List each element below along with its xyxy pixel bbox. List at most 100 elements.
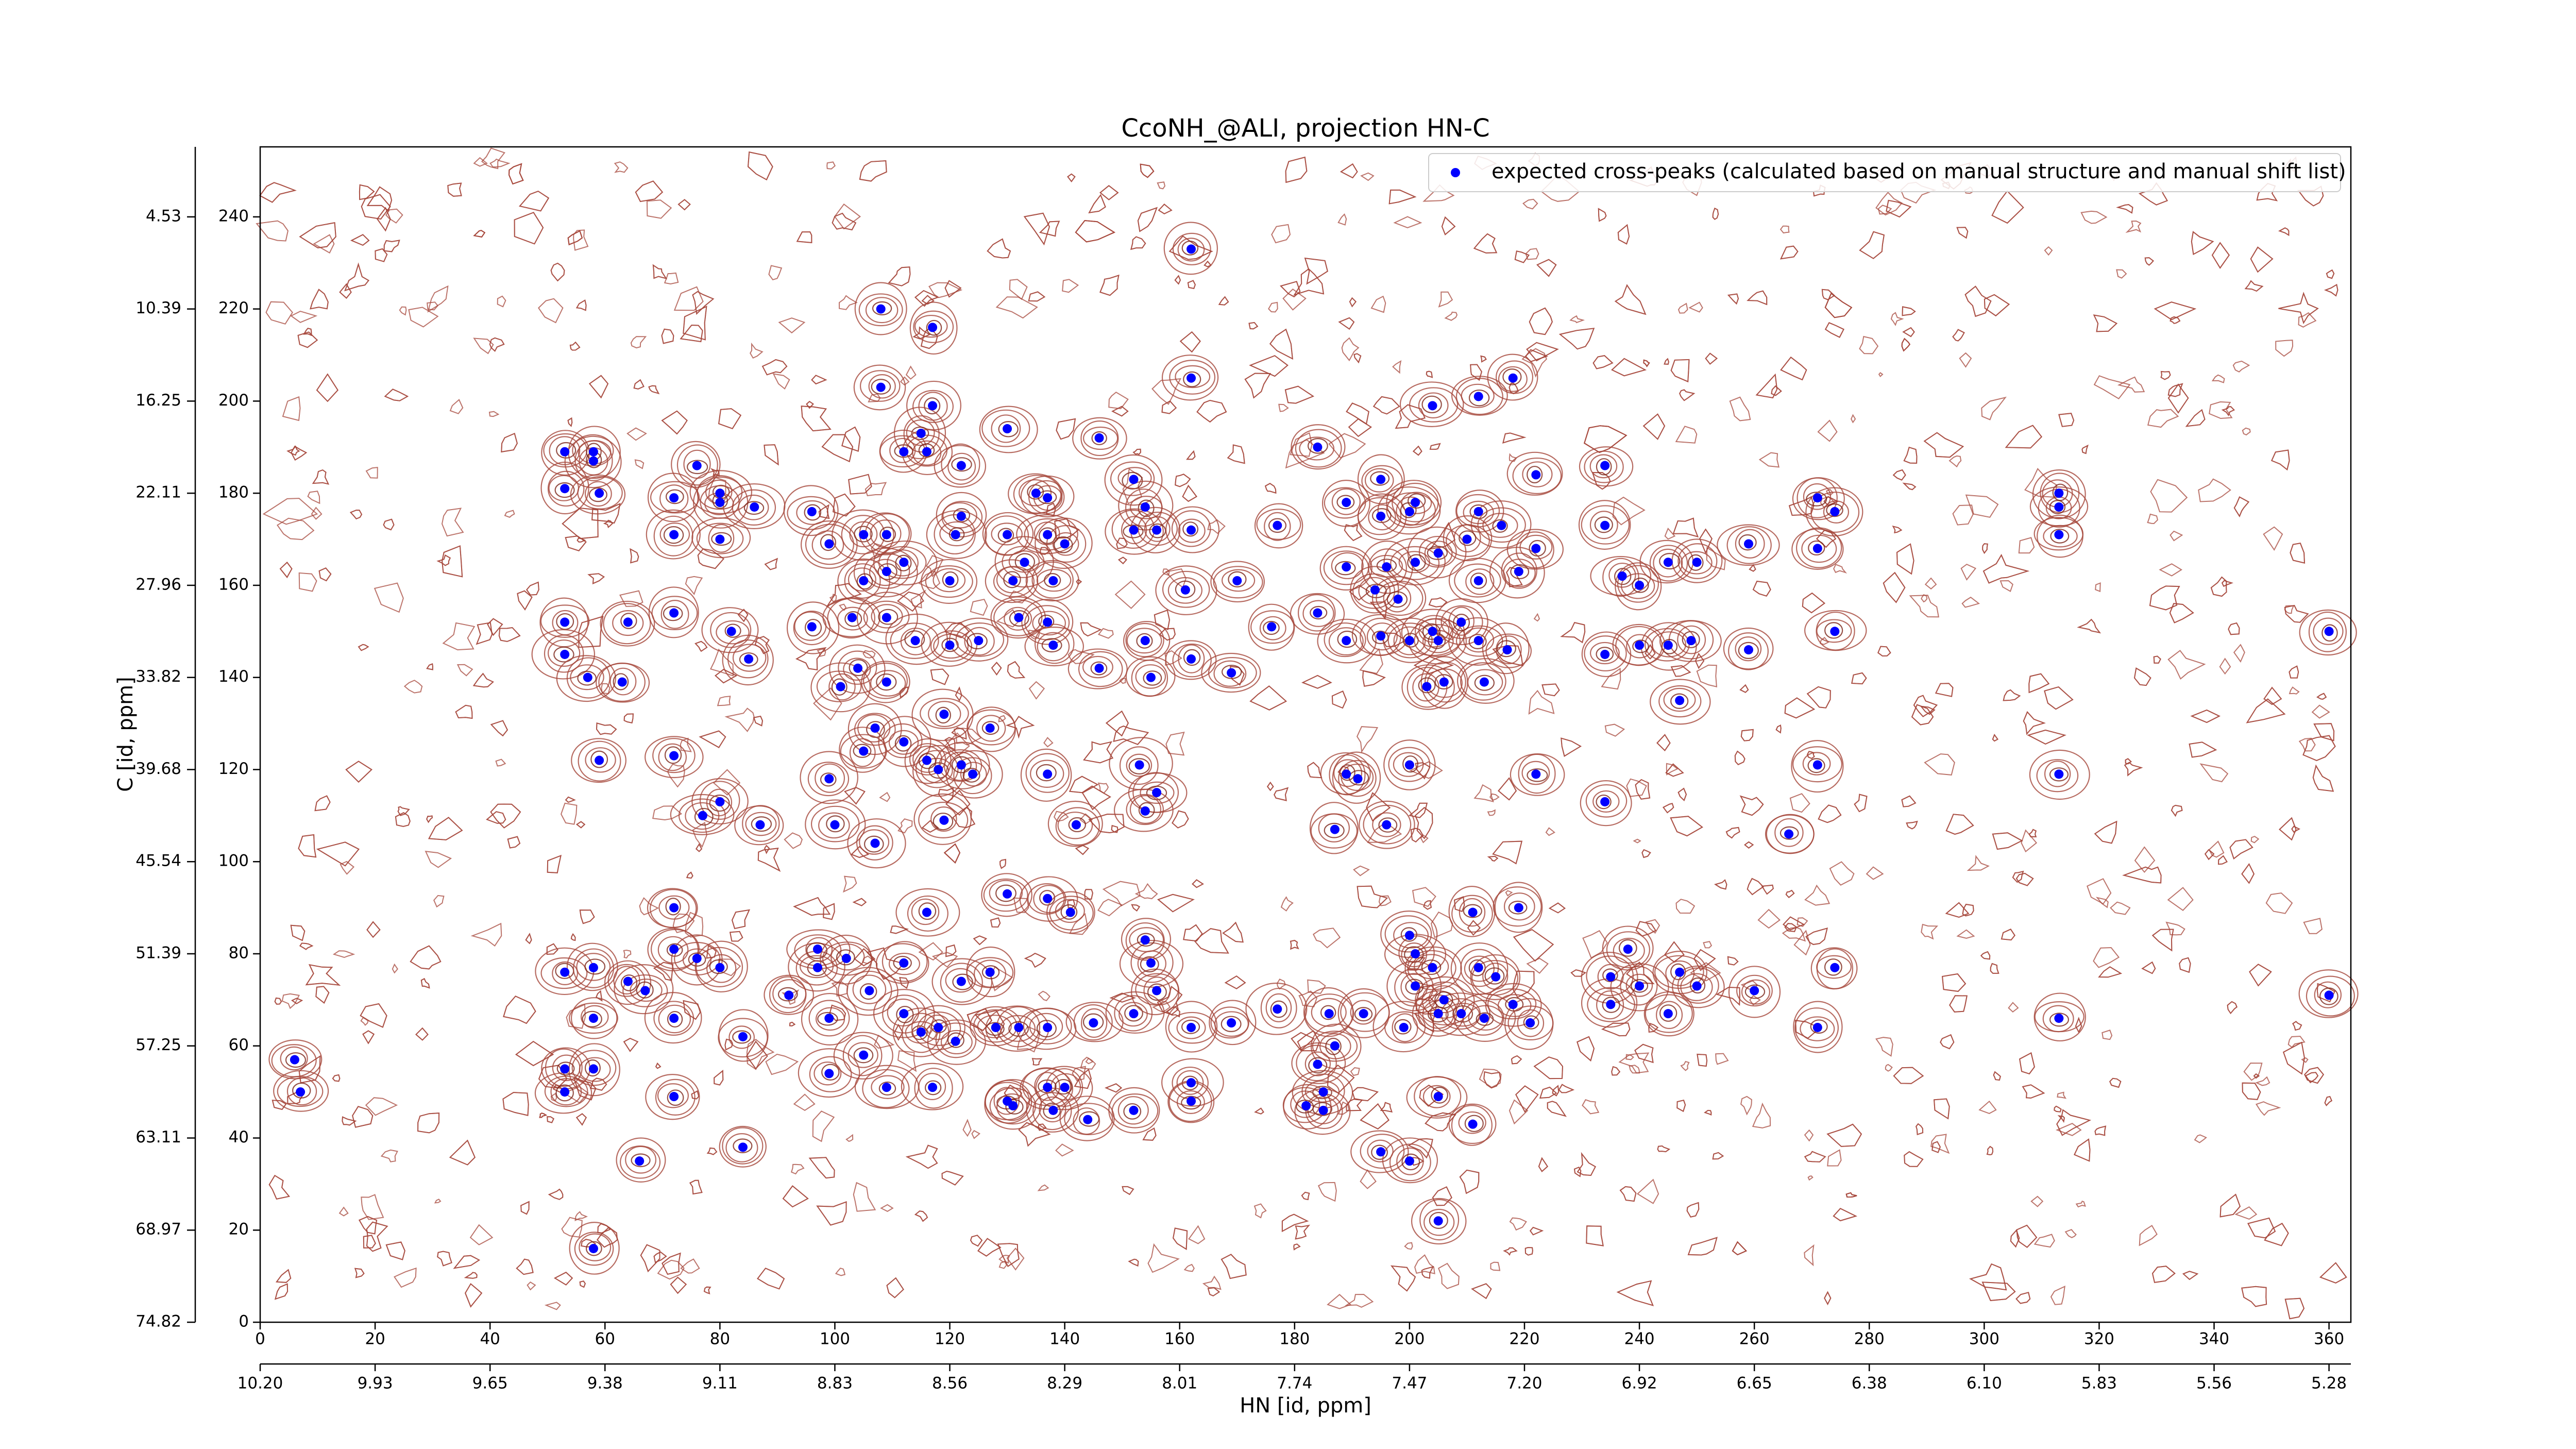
noise-contour xyxy=(1981,396,2007,420)
peak-contour xyxy=(1803,483,1832,510)
peak-contour xyxy=(918,443,935,458)
cross-peak xyxy=(882,1083,891,1092)
peak-contour xyxy=(1368,504,1396,531)
cross-peak xyxy=(1812,493,1822,503)
cross-peak xyxy=(560,1087,570,1097)
noise-contour xyxy=(2054,1105,2062,1113)
peak-contour xyxy=(945,968,976,993)
peak-contour xyxy=(984,1079,1042,1130)
peak-contour xyxy=(989,880,1023,906)
noise-contour xyxy=(1182,484,1197,502)
noise-contour xyxy=(784,832,803,849)
noise-contour xyxy=(1196,399,1227,423)
cross-peak xyxy=(836,682,845,692)
noise-contour xyxy=(1980,951,1991,960)
noise-contour xyxy=(1069,776,1099,794)
peak-contour xyxy=(1113,788,1174,832)
peak-contour xyxy=(911,898,940,925)
peak-contour xyxy=(849,521,878,548)
peak-contour xyxy=(1323,550,1369,585)
y-tick-label: 20 xyxy=(229,1220,249,1239)
y-tick-label: 160 xyxy=(218,575,249,594)
peak-contour xyxy=(863,553,910,589)
noise-contour xyxy=(2198,478,2231,502)
peak-contour xyxy=(1090,661,1108,676)
x2-tick-label: 9.93 xyxy=(358,1374,393,1393)
peak-contour xyxy=(1303,987,1354,1037)
noise-contour xyxy=(290,311,318,323)
noise-contour xyxy=(713,769,741,796)
cross-peak xyxy=(956,511,966,521)
noise-contour xyxy=(1271,224,1291,244)
noise-contour xyxy=(332,1074,341,1082)
noise-contour xyxy=(1892,525,1903,533)
noise-contour xyxy=(1948,455,1962,468)
cross-peak xyxy=(1043,894,1053,903)
noise-contour xyxy=(998,1255,1010,1264)
peak-contour xyxy=(1019,479,1052,507)
peak-contour xyxy=(1723,627,1774,670)
cross-peak xyxy=(1313,442,1323,452)
peak-contour xyxy=(875,943,929,984)
peak-contour xyxy=(540,461,589,515)
noise-contour xyxy=(1503,1247,1518,1256)
peak-contour xyxy=(1393,922,1429,949)
peak-contour xyxy=(2049,767,2069,782)
noise-contour xyxy=(1642,413,1666,440)
peak-contour xyxy=(848,1042,878,1068)
peak-contour xyxy=(711,532,732,546)
peak-contour xyxy=(1589,454,1618,479)
cross-peak xyxy=(870,838,880,848)
peak-contour xyxy=(1130,942,1174,983)
noise-contour xyxy=(279,561,293,579)
peak-contour xyxy=(793,610,831,646)
cross-peak xyxy=(1048,576,1058,585)
peak-contour xyxy=(1020,1068,1074,1110)
peak-contour xyxy=(655,1079,696,1116)
noise-contour xyxy=(635,180,664,203)
noise-contour xyxy=(1584,425,1628,453)
peak-contour xyxy=(853,1047,874,1064)
noise-contour xyxy=(997,1243,1020,1267)
peak-contour xyxy=(1405,979,1424,995)
peak-contour xyxy=(1681,551,1713,575)
noise-contour xyxy=(570,933,576,941)
peak-contour xyxy=(1034,1072,1060,1101)
cross-peak xyxy=(2324,627,2334,636)
peak-contour xyxy=(1411,1198,1467,1245)
peak-contour xyxy=(1123,1103,1142,1120)
peak-contour xyxy=(1025,753,1070,793)
noise-contour xyxy=(1949,995,1968,1013)
noise-contour xyxy=(2012,870,2024,883)
peak-contour xyxy=(733,1138,753,1153)
peak-contour xyxy=(1082,1013,1104,1031)
noise-contour xyxy=(313,234,335,254)
noise-contour xyxy=(315,986,330,1004)
noise-contour xyxy=(1896,543,1914,575)
peak-contour xyxy=(1810,492,1860,533)
noise-contour xyxy=(1902,306,1916,316)
noise-contour xyxy=(1380,1102,1393,1113)
noise-contour xyxy=(472,672,494,688)
peak-contour xyxy=(547,639,581,667)
peak-contour xyxy=(764,974,814,1015)
peak-contour xyxy=(1283,1084,1332,1130)
noise-contour xyxy=(1388,189,1417,205)
peak-contour xyxy=(1222,569,1256,592)
cross-peak xyxy=(669,608,679,618)
cross-peak xyxy=(1830,627,1840,636)
noise-contour xyxy=(1437,1262,1460,1289)
cross-peak xyxy=(1686,636,1696,646)
peak-contour xyxy=(887,549,919,577)
cross-peak xyxy=(1031,488,1041,498)
peak-contour xyxy=(822,597,881,637)
noise-contour xyxy=(1099,185,1119,200)
peak-contour xyxy=(1363,804,1412,845)
noise-contour xyxy=(2167,383,2183,397)
cross-peak xyxy=(985,723,995,733)
noise-contour xyxy=(694,641,708,652)
cross-peak xyxy=(1744,645,1754,655)
peak-contour xyxy=(829,644,886,694)
cross-peak xyxy=(1180,585,1190,595)
peak-contour xyxy=(1333,759,1363,787)
